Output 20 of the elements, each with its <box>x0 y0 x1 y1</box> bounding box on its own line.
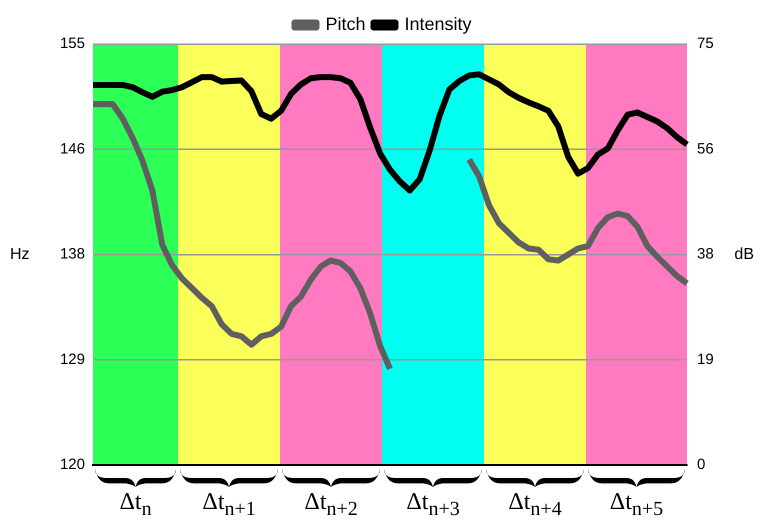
text: Δt$_{n}$ <box>118 488 153 522</box>
y2-tick-label: 38 <box>697 246 714 263</box>
text: Δt$_{n+1}$ <box>201 488 257 522</box>
text: Δt$_{n+3}$ <box>405 488 461 522</box>
y-tick-label: 146 <box>60 140 85 158</box>
y2-tick-label: 56 <box>697 140 714 158</box>
y-tick-label: 129 <box>60 350 85 368</box>
legend-label: Pitch <box>325 14 366 34</box>
legend-label: Intensity <box>404 14 472 34</box>
y2-tick-label: 19 <box>697 350 714 368</box>
text: Δt$_{n+4}$ <box>507 488 563 522</box>
text: Δt$_{n+5}$ <box>608 488 664 522</box>
y-tick-label: 120 <box>60 456 85 474</box>
y-axis-title: Hz <box>10 246 30 263</box>
y2-tick-label: 0 <box>697 456 706 474</box>
y-tick-label: 138 <box>60 246 85 263</box>
y-tick-label: 155 <box>60 35 85 52</box>
text: Δt$_{n+2}$ <box>303 488 359 522</box>
y2-tick-label: 75 <box>697 35 714 52</box>
y2-axis-title: dB <box>734 246 754 263</box>
